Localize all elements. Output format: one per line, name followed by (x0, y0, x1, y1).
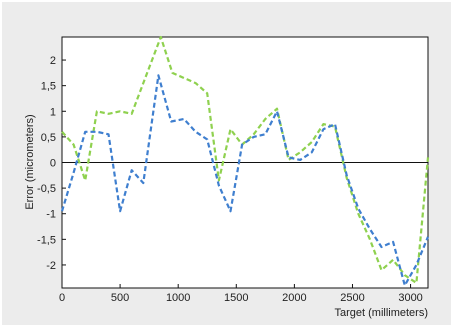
y-tick-label: 0,5 (41, 132, 56, 144)
x-axis-title: Target (millimeters) (334, 307, 428, 319)
y-tick-label: -1,5 (37, 234, 56, 246)
y-tick-label: -1 (46, 209, 56, 221)
y-axis-title: Error (micrometers) (24, 114, 36, 209)
x-tick-label: 500 (111, 292, 129, 304)
x-tick-label: 1000 (166, 292, 190, 304)
y-tick-label: 1,5 (41, 81, 56, 93)
x-tick-label: 3000 (398, 292, 422, 304)
x-tick-label: 1500 (224, 292, 248, 304)
series-line-2 (60, 74, 430, 287)
y-tick-label: 2 (50, 55, 56, 67)
y-tick-label: -0,5 (37, 183, 56, 195)
x-tick-label: 2000 (282, 292, 306, 304)
y-tick-label: 1 (50, 106, 56, 118)
y-tick-label: -2 (46, 260, 56, 272)
x-tick-label: 2500 (340, 292, 364, 304)
x-tick-label: 0 (59, 292, 65, 304)
y-tick-label: 0 (50, 158, 56, 170)
